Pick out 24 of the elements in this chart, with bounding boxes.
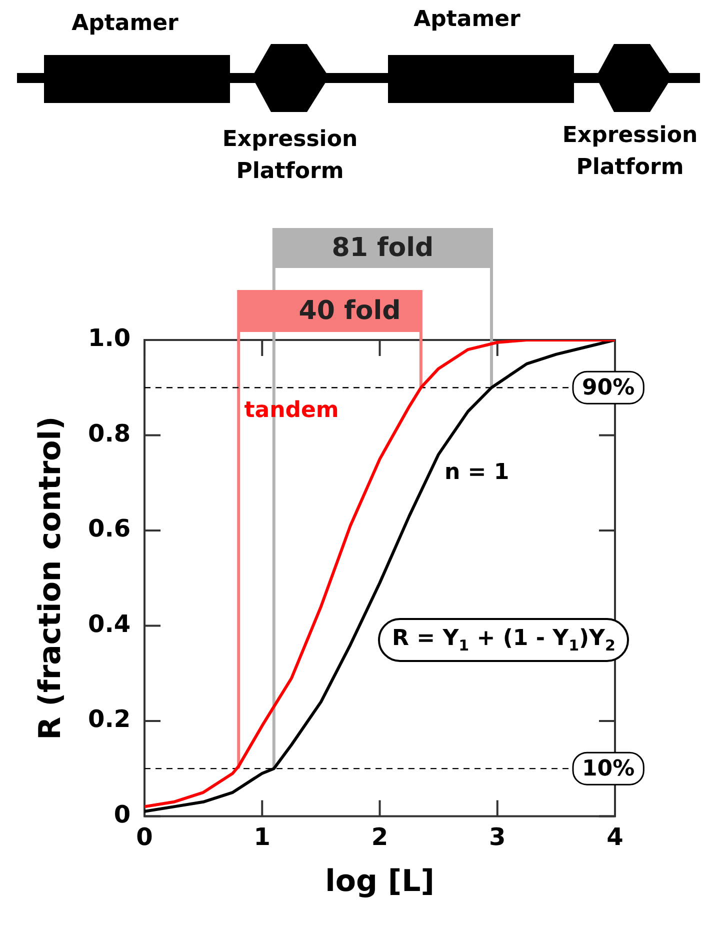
ref-line-label: 40 fold bbox=[298, 296, 401, 326]
x-axis-title: log [L] bbox=[325, 864, 434, 899]
ref-line-label: 81 fold bbox=[332, 232, 434, 263]
series-label: n = 1 bbox=[444, 460, 510, 486]
text: Aptamer bbox=[412, 6, 522, 34]
ref-line-label: 10% bbox=[582, 756, 635, 782]
x-tick-label: 4 bbox=[606, 822, 624, 851]
y-tick-label: 0 bbox=[114, 800, 131, 828]
y-tick-label: 0.8 bbox=[88, 419, 131, 448]
ref-line-label: 90% bbox=[582, 375, 635, 400]
x-tick-label: 0 bbox=[136, 822, 153, 851]
x-tick-label: 1 bbox=[254, 822, 270, 851]
text: Expression Platform bbox=[561, 122, 699, 182]
y-tick-label: 0.2 bbox=[88, 705, 131, 734]
text: Aptamer bbox=[70, 10, 180, 38]
y-tick-label: 0.6 bbox=[88, 514, 131, 543]
x-tick-label: 2 bbox=[371, 822, 388, 851]
x-tick-label: 3 bbox=[489, 822, 506, 851]
text: tandem bbox=[244, 398, 339, 424]
annotation: R = Y$_{1}$ + (1 - Y$_{1}$)Y$_{2}$ bbox=[378, 618, 630, 662]
text: Expression Platform bbox=[221, 126, 359, 186]
y-tick-label: 0.4 bbox=[88, 610, 131, 638]
y-tick-label: 1.0 bbox=[88, 324, 131, 352]
y-axis-title: R (fraction control) bbox=[32, 416, 68, 740]
